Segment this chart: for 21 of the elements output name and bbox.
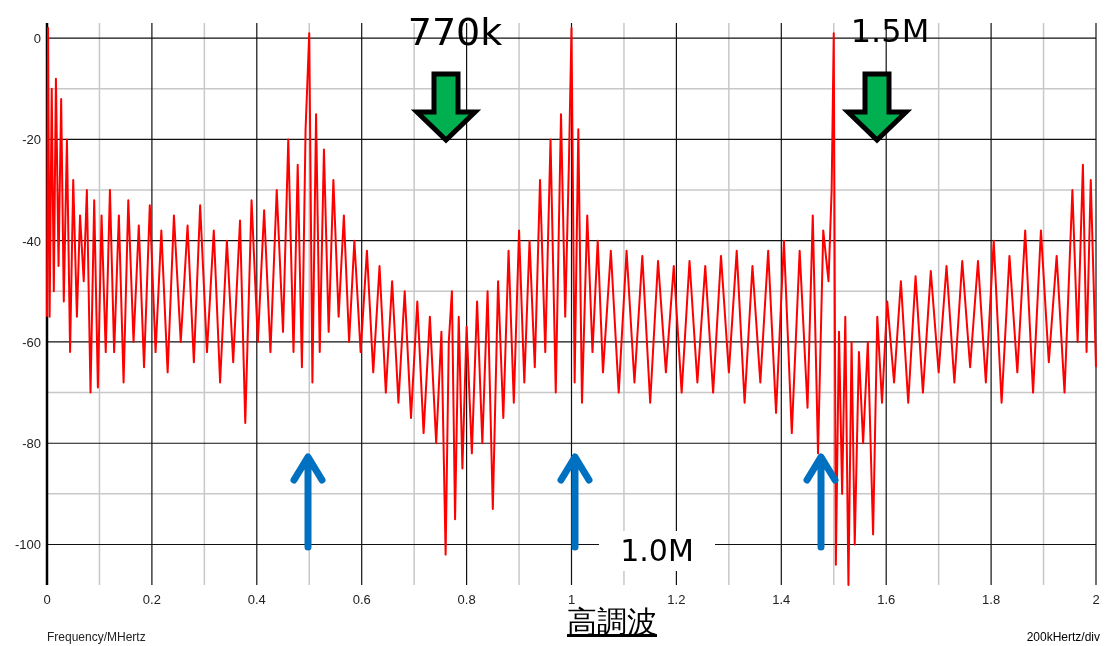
y-tick-label: -100 [14,537,41,553]
x-tick-label: 1.2 [667,592,686,607]
y-tick-label: -20 [22,132,41,148]
x-tick-label: 0.6 [352,592,371,607]
y-tick-label: -60 [22,334,41,350]
x-tick-label: 1.6 [877,592,896,607]
y-tick-label: -40 [22,233,41,249]
text: 200kHertz/div [1026,630,1100,644]
y-tick-label: 0 [33,31,41,47]
x-tick-label: 1.8 [982,592,1001,607]
x-tick-label: 1 [567,592,576,607]
text: 高調波 [567,604,657,639]
x-tick-label: 2 [1092,592,1100,607]
x-tick-label: 0.4 [247,592,266,607]
x-tick-label: 0.8 [457,592,476,607]
x-axis-title: Frequency/MHertz [47,630,146,644]
x-tick-label: 0 [43,592,51,607]
annotation: 1.0M [620,533,694,568]
y-tick-label: -80 [22,436,41,452]
x-tick-label: 0.2 [142,592,161,607]
x-tick-label: 1.4 [772,592,791,607]
